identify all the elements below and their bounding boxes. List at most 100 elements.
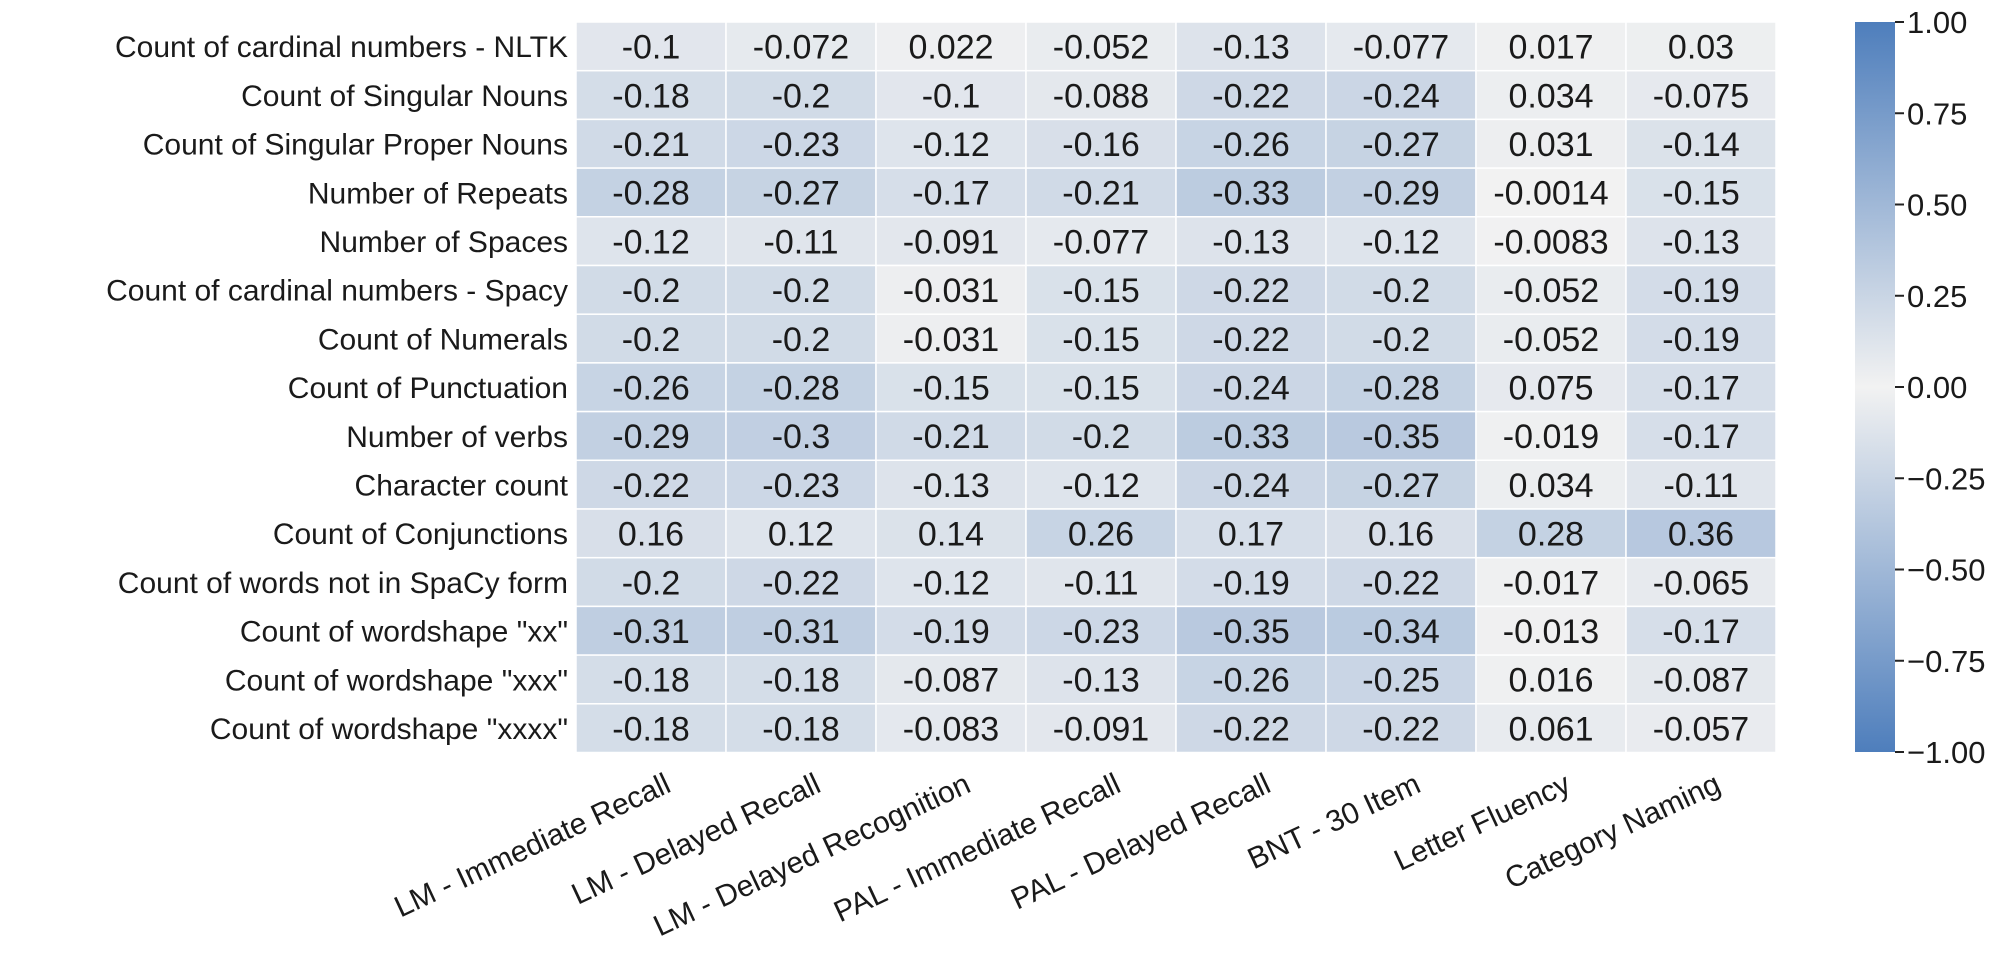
cell-value-label: -0.15: [1062, 321, 1140, 359]
cell-value-label: -0.17: [1662, 613, 1740, 651]
heatmap-cell: [1025, 459, 1177, 510]
heatmap-cell: [1025, 69, 1177, 121]
cell-value-label: -0.3: [772, 418, 831, 456]
cell-value-label: -0.33: [1212, 418, 1290, 456]
cell-value-label: -0.052: [1053, 29, 1149, 67]
cell-value-label: -0.18: [612, 662, 690, 700]
heatmap-cell: [725, 118, 877, 169]
cell-value-label: -0.031: [903, 272, 999, 310]
heatmap-cell: [875, 508, 1027, 559]
cell-value-label: -0.17: [1662, 369, 1740, 407]
heatmap-cell: [725, 264, 877, 315]
cell-value-label: 0.017: [1508, 29, 1593, 67]
colorbar-tick-label: 0.75: [1907, 96, 1967, 131]
cell-value-label: -0.27: [762, 175, 840, 213]
cell-value-label: -0.13: [1062, 662, 1140, 700]
cell-value-label: -0.28: [1362, 369, 1440, 407]
cell-value-label: -0.16: [1062, 126, 1140, 164]
cell-value-label: 0.03: [1668, 29, 1734, 67]
cell-value-label: -0.31: [612, 613, 690, 651]
heatmap-cell: [875, 703, 1027, 754]
cell-value-label: -0.23: [1062, 613, 1140, 651]
cell-value-label: -0.24: [1362, 77, 1440, 115]
cell-value-label: -0.12: [912, 564, 990, 602]
row-label: Count of wordshape "xx": [240, 616, 568, 649]
cell-value-label: -0.26: [1212, 126, 1290, 164]
cell-value-label: -0.0014: [1493, 175, 1608, 213]
cell-value-label: -0.013: [1503, 613, 1599, 651]
heatmap-cell: [1625, 264, 1777, 315]
row-label: Number of Repeats: [308, 177, 568, 210]
heatmap-cell: [1175, 410, 1327, 462]
cell-value-label: -0.15: [1662, 175, 1740, 213]
row-label: Count of wordshape "xxxx": [210, 713, 568, 746]
cell-value-label: -0.22: [612, 467, 690, 505]
row-label: Number of Spaces: [320, 226, 568, 259]
column-label: PAL - Delayed Recall: [1006, 767, 1275, 916]
heatmap-cell: [1025, 216, 1177, 267]
cell-value-label: -0.2: [1072, 418, 1131, 456]
heatmap-cell: [1475, 508, 1627, 559]
colorbar: [1855, 22, 1895, 752]
cell-value-label: -0.27: [1362, 126, 1440, 164]
cell-value-label: -0.11: [1664, 467, 1739, 505]
colorbar-tick-label: −0.50: [1907, 553, 1985, 588]
colorbar-tick-label: 0.25: [1907, 279, 1967, 314]
cell-value-label: -0.12: [912, 126, 990, 164]
heatmap-cell: [875, 654, 1027, 705]
cell-value-label: -0.2: [622, 564, 681, 602]
cell-value-label: 0.17: [1218, 516, 1284, 554]
colorbar-tick-label: −0.75: [1907, 644, 1985, 679]
heatmap-cell: [725, 21, 877, 72]
cell-value-label: -0.1: [622, 29, 681, 67]
heatmap-cell: [875, 313, 1027, 364]
heatmap-cell: [1625, 654, 1777, 705]
colorbar-tick-label: 0.50: [1907, 188, 1967, 223]
heatmap-cell: [875, 362, 1027, 413]
heatmap-cell: [725, 69, 877, 121]
heatmap-cell: [1475, 264, 1627, 315]
heatmap-cell: [1475, 605, 1627, 656]
heatmap-cell: [1025, 703, 1177, 754]
cell-value-label: -0.077: [1353, 29, 1449, 67]
cell-value-label: -0.35: [1212, 613, 1290, 651]
cell-value-label: -0.26: [1212, 662, 1290, 700]
cell-value-label: 0.12: [768, 516, 834, 554]
heatmap-cell: [575, 654, 727, 705]
row-label: Number of verbs: [346, 421, 568, 454]
heatmap-cell: [1025, 508, 1177, 559]
cell-value-label: -0.22: [1362, 710, 1440, 748]
cell-value-label: -0.21: [612, 126, 690, 164]
heatmap-cell: [1325, 21, 1477, 72]
cell-value-label: -0.091: [1053, 710, 1149, 748]
cell-value-label: 0.031: [1508, 126, 1593, 164]
heatmap-cell: [1475, 459, 1627, 510]
heatmap-cell: [1625, 508, 1777, 559]
heatmap-cell-labels: -0.1 -0.072 0.022 -0.052 -0.13 -0.077 0.017 0.0…: [612, 29, 1749, 749]
cell-value-label: -0.15: [1062, 369, 1140, 407]
cell-value-label: -0.19: [912, 613, 990, 651]
cell-value-label: -0.12: [1062, 467, 1140, 505]
row-label: Count of Numerals: [318, 323, 568, 356]
cell-value-label: 0.28: [1518, 516, 1584, 554]
cell-value-label: -0.017: [1503, 564, 1599, 602]
cell-value-label: -0.087: [1653, 662, 1749, 700]
cell-value-label: -0.24: [1212, 467, 1290, 505]
heatmap-cell: [575, 703, 727, 754]
heatmap-cell: [875, 21, 1027, 72]
colorbar-tick-label: −0.25: [1907, 461, 1985, 496]
cell-value-label: -0.18: [762, 710, 840, 748]
cell-value-label: -0.2: [772, 321, 831, 359]
row-label: Count of wordshape "xxx": [225, 664, 568, 697]
cell-value-label: -0.12: [612, 223, 690, 261]
heatmap-cell: [1175, 362, 1327, 413]
cell-value-label: -0.052: [1503, 321, 1599, 359]
cell-value-label: -0.031: [903, 321, 999, 359]
cell-value-label: -0.019: [1503, 418, 1599, 456]
cell-value-label: -0.23: [762, 467, 840, 505]
heatmap-cell: [575, 556, 727, 608]
cell-value-label: 0.022: [908, 29, 993, 67]
heatmap-cell: [725, 313, 877, 364]
cell-value-label: -0.2: [1372, 321, 1431, 359]
